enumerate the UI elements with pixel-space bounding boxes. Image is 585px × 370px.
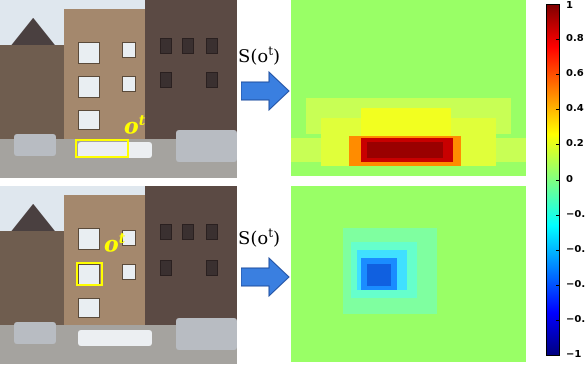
colorbar-tick-label: 0.6 — [566, 68, 584, 80]
window — [206, 260, 218, 276]
colorbar-tick-mark — [556, 144, 560, 146]
window — [182, 38, 194, 54]
arrow-icon — [241, 256, 290, 298]
street-photo-top: ot — [0, 0, 237, 178]
map-region — [367, 142, 443, 158]
score-map-top — [291, 0, 526, 176]
map-region — [367, 264, 391, 286]
house-left — [0, 44, 67, 143]
window — [78, 298, 100, 318]
car — [176, 130, 237, 162]
window — [122, 42, 136, 58]
window — [160, 260, 172, 276]
colorbar-tick-label: 0.2 — [566, 138, 584, 150]
colorbar-tick-label: 0.8 — [566, 33, 584, 45]
colorbar-tick-mark — [556, 249, 560, 251]
object-label: ot — [104, 231, 126, 258]
formula-label: S(ot) — [238, 226, 281, 249]
colorbar-tick-mark — [556, 74, 560, 76]
window — [78, 42, 100, 64]
colorbar-tick-mark — [556, 109, 560, 111]
colorbar-tick-label: −0.6 — [566, 278, 585, 290]
brick-building — [63, 8, 145, 143]
dark-building — [144, 0, 237, 143]
car — [78, 142, 152, 158]
colorbar-tick-mark — [556, 179, 560, 181]
street-photo-bottom: ot — [0, 186, 237, 364]
object-box — [75, 139, 129, 158]
car — [14, 134, 56, 156]
colorbar-tick-label: −0.4 — [566, 243, 585, 255]
window — [122, 230, 136, 246]
score-map-bottom — [291, 186, 526, 362]
window — [78, 110, 100, 130]
brick-building — [63, 194, 145, 329]
dark-building — [144, 186, 237, 329]
window — [160, 224, 172, 240]
window — [206, 224, 218, 240]
colorbar-tick-mark — [556, 319, 560, 321]
colorbar-tick-label: 1 — [566, 0, 573, 11]
window — [160, 38, 172, 54]
car — [78, 330, 152, 346]
colorbar-tick-label: −0.8 — [566, 313, 585, 325]
colorbar-tick-mark — [556, 4, 560, 5]
colorbar-tick-label: 0 — [566, 173, 573, 185]
window — [206, 38, 218, 54]
colorbar-tick-mark — [556, 214, 560, 216]
house-left — [0, 230, 67, 329]
arrow-icon — [241, 70, 290, 112]
object-label: ot — [124, 113, 146, 140]
window — [78, 76, 100, 98]
formula-label: S(ot) — [238, 44, 281, 67]
colorbar-tick-mark — [556, 284, 560, 286]
car — [14, 322, 56, 344]
colorbar-tick-mark — [556, 39, 560, 41]
colorbar-tick-mark — [556, 355, 560, 356]
window — [206, 72, 218, 88]
colorbar-tick-label: −1 — [566, 349, 582, 360]
window — [182, 224, 194, 240]
car — [176, 318, 237, 350]
window — [160, 72, 172, 88]
object-box — [76, 262, 103, 286]
colorbar-tick-label: 0.4 — [566, 103, 584, 115]
window — [78, 228, 100, 250]
window — [122, 264, 136, 280]
window — [122, 76, 136, 92]
colorbar-tick-label: −0.2 — [566, 208, 585, 220]
